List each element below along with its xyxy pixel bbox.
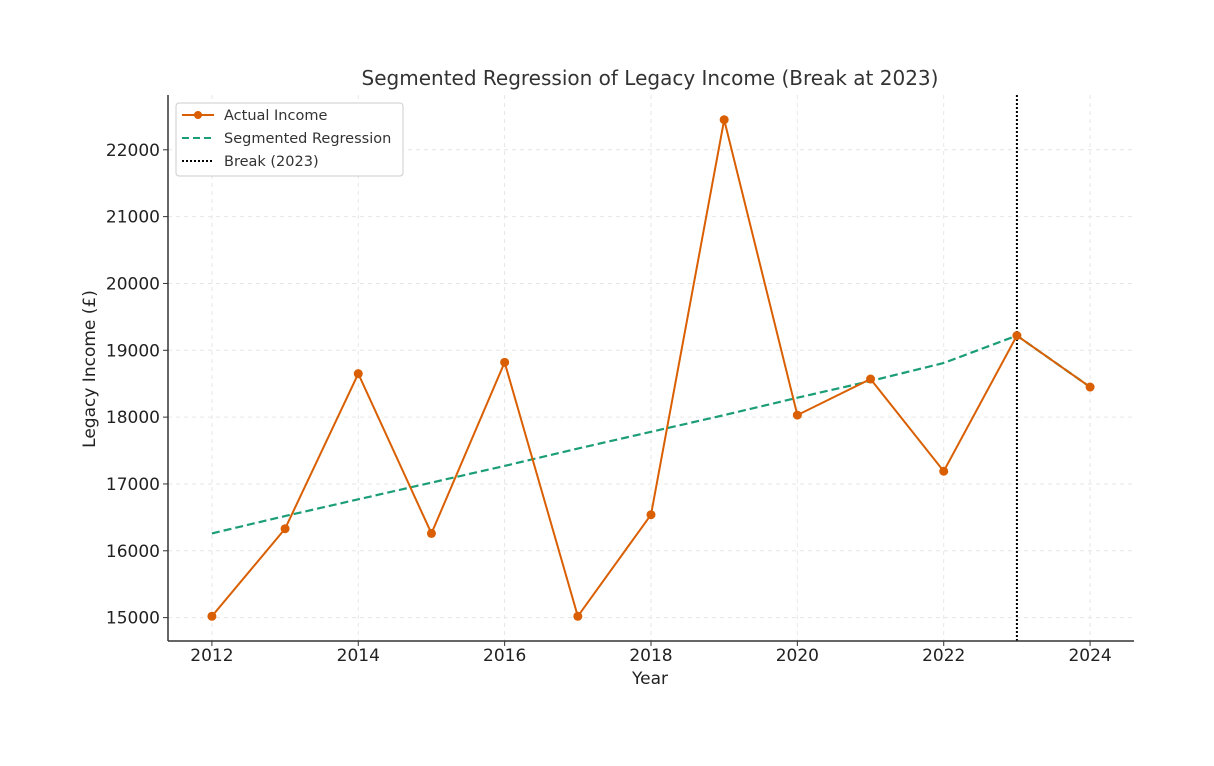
actual-income-point [500, 357, 510, 367]
x-axis-label: Year [631, 669, 668, 689]
y-tick-label: 19000 [106, 341, 160, 361]
grid [168, 95, 1134, 641]
y-tick-label: 20000 [106, 274, 160, 294]
y-axis-label: Legacy Income (£) [80, 290, 100, 448]
actual-income-point [1012, 331, 1022, 341]
actual-income-point [280, 524, 290, 534]
x-tick-label: 2012 [190, 646, 233, 666]
ticks: 2012 2014 2016 2018 2020 2022 2024 15000 16000 17… [106, 141, 1112, 666]
y-tick-label: 16000 [106, 542, 160, 562]
actual-income-point [207, 611, 217, 621]
y-tick-label: 21000 [106, 208, 160, 228]
actual-income-point [573, 611, 583, 621]
x-tick-label: 2020 [776, 646, 819, 666]
legend-marker-actual [194, 111, 202, 119]
x-tick-label: 2022 [922, 646, 965, 666]
legend: Actual Income Segmented Regression Break… [175, 102, 404, 177]
x-tick-label: 2018 [629, 646, 672, 666]
y-tick-label: 17000 [106, 475, 160, 495]
x-tick-label: 2016 [483, 646, 526, 666]
chart-title: Segmented Regression of Legacy Income (B… [362, 66, 939, 90]
actual-income-point [792, 410, 802, 420]
y-tick-label: 22000 [106, 141, 160, 161]
y-tick-label: 15000 [106, 609, 160, 629]
regression-line [211, 334, 1091, 535]
legend-label-actual: Actual Income [224, 108, 327, 124]
actual-income-point [866, 374, 876, 384]
actual-income-point [939, 466, 949, 476]
y-tick-label: 18000 [106, 408, 160, 428]
legend-label-break: Break (2023) [224, 154, 319, 170]
actual-income-point [1085, 382, 1095, 392]
series-layer [207, 115, 1095, 621]
actual-income-point [353, 369, 363, 379]
actual-income-point [719, 115, 729, 125]
legend-box [175, 102, 404, 177]
x-tick-label: 2014 [337, 646, 380, 666]
actual-income-point [646, 510, 656, 520]
legend-label-regression: Segmented Regression [224, 131, 391, 147]
actual-income-point [426, 528, 436, 538]
x-tick-label: 2024 [1068, 646, 1111, 666]
